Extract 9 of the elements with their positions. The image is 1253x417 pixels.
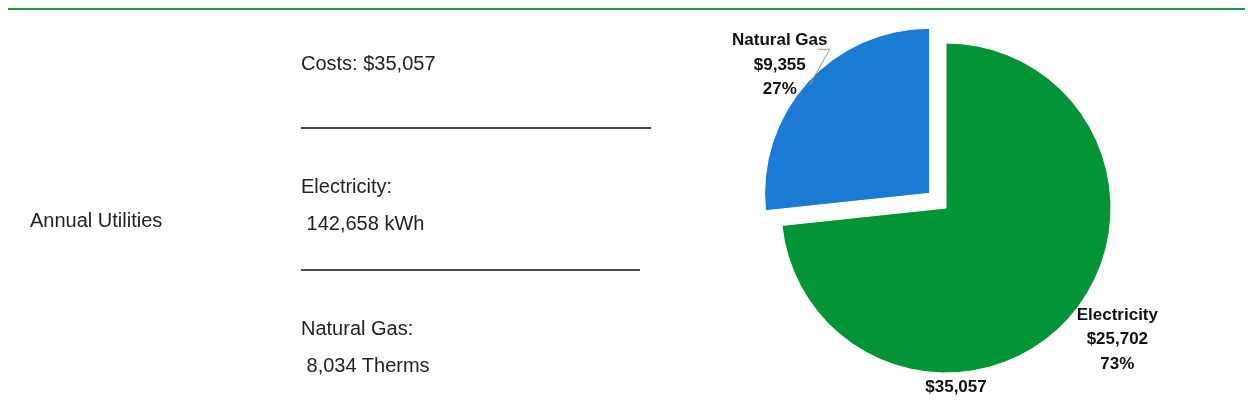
slice-label: Electricity	[1076, 304, 1159, 324]
text: Annual Utilities	[30, 209, 163, 231]
text: Electricity: 142,658 kWh	[301, 175, 425, 234]
text: Costs: $35,057	[301, 52, 436, 74]
slice-label: Natural Gas	[732, 30, 828, 50]
data-label: $25,702 73%	[1086, 329, 1149, 373]
text: $35,057	[925, 377, 987, 396]
data-label: $9,355 27%	[753, 54, 806, 99]
text: Natural Gas: 8,034 Therms	[301, 317, 430, 376]
